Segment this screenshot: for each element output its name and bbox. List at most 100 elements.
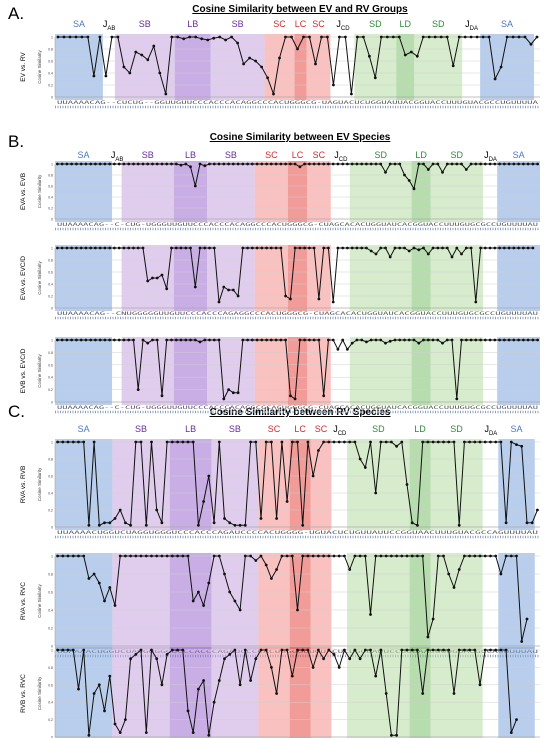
data-point: [236, 162, 240, 166]
data-point: [483, 246, 487, 250]
data-point: [231, 391, 235, 395]
data-point: [179, 246, 183, 250]
data-point: [393, 246, 397, 250]
data-point: [56, 35, 60, 39]
data-point: [113, 338, 116, 342]
data-point: [89, 338, 93, 342]
data-point: [75, 246, 78, 250]
data-point: [436, 554, 440, 558]
data-point: [285, 554, 289, 558]
region-label: LD: [400, 19, 412, 29]
region-label: SD: [451, 150, 464, 160]
y-tick-label: 0: [51, 218, 53, 222]
data-point: [151, 276, 154, 280]
data-point: [422, 338, 425, 342]
data-point: [98, 246, 102, 250]
data-point: [265, 162, 268, 166]
region-label: SC: [273, 19, 286, 29]
data-point: [464, 338, 468, 342]
data-point: [124, 521, 127, 525]
data-point: [129, 657, 133, 661]
data-point: [285, 648, 289, 652]
data-point: [303, 246, 306, 250]
data-point: [280, 554, 284, 558]
region-band: [498, 647, 535, 738]
data-point: [134, 653, 138, 656]
data-point: [322, 394, 326, 398]
data-point: [363, 648, 367, 652]
data-point: [97, 523, 101, 527]
data-point: [469, 35, 473, 39]
data-point: [71, 648, 75, 652]
data-point: [94, 162, 97, 166]
data-point: [498, 162, 501, 166]
data-point: [116, 35, 120, 39]
data-point: [160, 521, 164, 525]
data-point: [374, 674, 378, 678]
data-point: [400, 554, 404, 558]
data-point: [92, 692, 96, 695]
region-label: JDA: [465, 19, 478, 32]
data-point: [127, 162, 131, 166]
data-point: [384, 246, 387, 250]
region-band: [207, 337, 255, 405]
region-band: [310, 647, 332, 738]
data-point: [331, 162, 335, 166]
data-point: [254, 59, 257, 63]
data-point: [407, 249, 411, 253]
axis-title: Cosine Similarity: [37, 583, 42, 617]
data-point: [89, 246, 93, 250]
data-point: [426, 338, 430, 342]
data-point: [227, 388, 231, 391]
y-tick-label: 0: [51, 96, 53, 100]
data-point: [249, 679, 253, 682]
data-point: [520, 444, 524, 448]
data-point: [494, 648, 498, 652]
data-point: [498, 338, 501, 342]
data-point: [94, 338, 97, 342]
data-point: [155, 657, 159, 661]
data-point: [455, 162, 459, 166]
data-point: [436, 648, 440, 652]
data-point: [373, 76, 377, 80]
data-point: [312, 162, 316, 166]
data-point: [298, 246, 302, 250]
data-point: [479, 246, 482, 250]
data-point: [146, 279, 150, 283]
data-point: [384, 554, 388, 558]
data-point: [222, 285, 226, 289]
data-point: [322, 246, 326, 250]
data-point: [439, 35, 443, 39]
data-point: [197, 523, 200, 527]
data-point: [447, 440, 451, 444]
data-point: [65, 338, 69, 342]
data-point: [82, 440, 86, 444]
y-tick-label: 0.6: [48, 683, 53, 687]
data-point: [127, 246, 131, 250]
data-point: [202, 500, 206, 503]
data-point: [416, 648, 419, 652]
data-point: [442, 648, 445, 652]
data-point: [98, 162, 102, 166]
y-tick-label: 0.4: [48, 72, 53, 76]
data-point: [473, 440, 477, 444]
data-point: [350, 162, 354, 166]
region-band: [211, 647, 259, 738]
data-point: [493, 246, 497, 250]
data-point: [136, 162, 140, 166]
data-point: [393, 338, 397, 342]
data-point: [374, 491, 378, 495]
data-point: [160, 273, 164, 277]
data-point: [526, 338, 530, 342]
data-point: [139, 440, 143, 444]
data-point: [66, 554, 70, 558]
data-point: [468, 554, 471, 558]
data-point: [311, 474, 315, 478]
data-point: [189, 165, 192, 169]
data-point: [289, 297, 292, 301]
data-point: [436, 162, 440, 166]
data-point: [365, 162, 368, 166]
data-point: [208, 338, 211, 342]
data-point: [416, 523, 419, 527]
region-band: [289, 647, 311, 738]
